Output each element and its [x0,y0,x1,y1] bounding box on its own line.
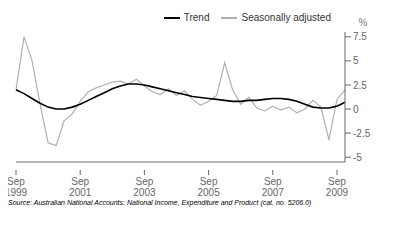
svg-text:Sep2005: Sep2005 [197,176,220,196]
html-text:Trend: Trend [183,12,210,23]
svg-text:-5: -5 [353,152,362,163]
svg-text:5: 5 [353,55,359,66]
svg-text:0: 0 [353,104,359,115]
svg-text:7.5: 7.5 [353,31,367,42]
svg-text:Sep2001: Sep2001 [69,176,92,196]
svg-text:Sep2007: Sep2007 [262,176,285,196]
svg-text:Sep2003: Sep2003 [133,176,156,196]
svg-text:-2.5: -2.5 [353,128,371,139]
svg-text:Sep2009: Sep2009 [326,176,349,196]
svg-text:2.5: 2.5 [353,80,367,91]
svg-text:Sep1999: Sep1999 [8,176,28,196]
svg-text:%: % [359,17,368,28]
html-text:Source: Australian National Ac: Source: Australian National Accounts: Na… [8,199,312,206]
html-text:Seasonally adjusted: Seasonally adjusted [241,12,331,23]
